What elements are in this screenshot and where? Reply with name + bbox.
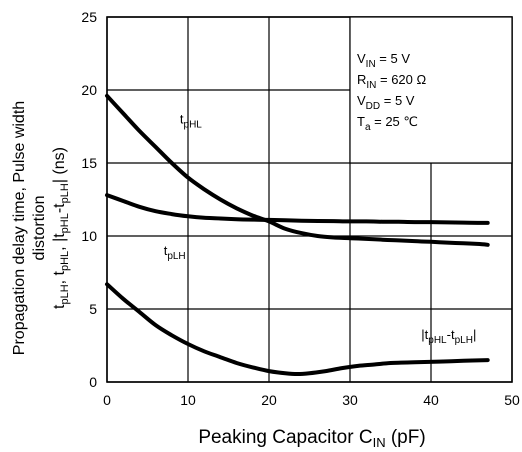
x-tick-3: 30 [342,392,358,408]
label-tpLH-main: t [164,243,168,258]
y-axis-title-line1: Propagation delay time, Pulse width [11,101,28,355]
y3-s2: pHL [59,251,71,271]
conditions-background [349,16,513,164]
y3-t4: -t [51,203,68,213]
label-tpHL-sub: pHL [184,120,203,131]
y3-s3: pHL [59,213,71,233]
y-tick-0: 0 [89,374,97,390]
condition-0-sub: IN [366,59,376,70]
x-tick-0: 0 [103,392,111,408]
label-diff-pre: |t [421,327,428,342]
condition-0: VIN = 5 V [357,51,410,70]
tick-labels: 0 10 20 30 40 50 0 5 10 15 20 25 [81,9,520,408]
condition-0-main: V [357,51,366,66]
y3-s4: pLH [59,183,71,203]
y3-t5: | (ns) [51,147,68,183]
x-tick-2: 20 [261,392,277,408]
condition-1-main: R [357,72,366,87]
y3-t3: , |t [51,233,68,251]
x-axis-title-tail: (pF) [386,427,426,448]
y3-t2: , t [51,270,68,284]
condition-2-tail: = 5 V [380,93,415,108]
condition-3-tail: = 25 ℃ [371,114,419,129]
y-tick-5: 25 [81,9,97,25]
condition-2-main: V [357,93,366,108]
condition-1-tail: = 620 Ω [376,72,426,87]
label-diff-post: | [473,327,476,342]
label-diff-sub2: pLH [455,335,473,346]
curves [105,93,490,376]
x-axis-title: Peaking Capacitor CIN (pF) [198,427,425,450]
x-axis-title-main: Peaking Capacitor C [198,427,372,448]
plot-frame [106,16,513,383]
condition-1-sub: IN [366,80,376,91]
x-axis-title-sub: IN [373,435,386,450]
label-diff: |tpHL-tpLH| [421,327,476,346]
label-tpLH: tpLH [164,243,186,262]
x-tick-5: 50 [504,392,520,408]
y3-s1: pLH [59,284,71,304]
condition-1: RIN = 620 Ω [357,72,427,91]
y-tick-3: 15 [81,155,97,171]
y-axis-title-line3: tpLH, tpHL, |tpHL-tpLH| (ns) [51,147,71,309]
condition-0-tail: = 5 V [376,51,411,66]
condition-3: Ta = 25 ℃ [357,114,418,133]
condition-2: VDD = 5 V [357,93,415,112]
condition-3-sub: a [365,122,371,133]
y3-t1: t [51,304,68,309]
x-tick-4: 40 [423,392,439,408]
label-diff-mid: -t [447,327,455,342]
label-tpHL-main: t [180,112,184,127]
y-axis-title-line2: distortion [31,196,48,261]
label-tpHL: tpHL [180,112,202,131]
y-tick-4: 20 [81,82,97,98]
x-tick-1: 10 [180,392,196,408]
condition-2-sub: DD [366,101,380,112]
condition-3-main: T [357,114,365,129]
y-tick-2: 10 [81,228,97,244]
label-diff-sub1: pHL [428,335,447,346]
curve-0 [105,93,490,247]
curve-1 [105,193,490,225]
y-axis-title: Propagation delay time, Pulse width dist… [11,101,71,355]
curve-2 [105,282,490,376]
label-tpLH-sub: pLH [167,251,185,262]
y-tick-1: 5 [89,301,97,317]
